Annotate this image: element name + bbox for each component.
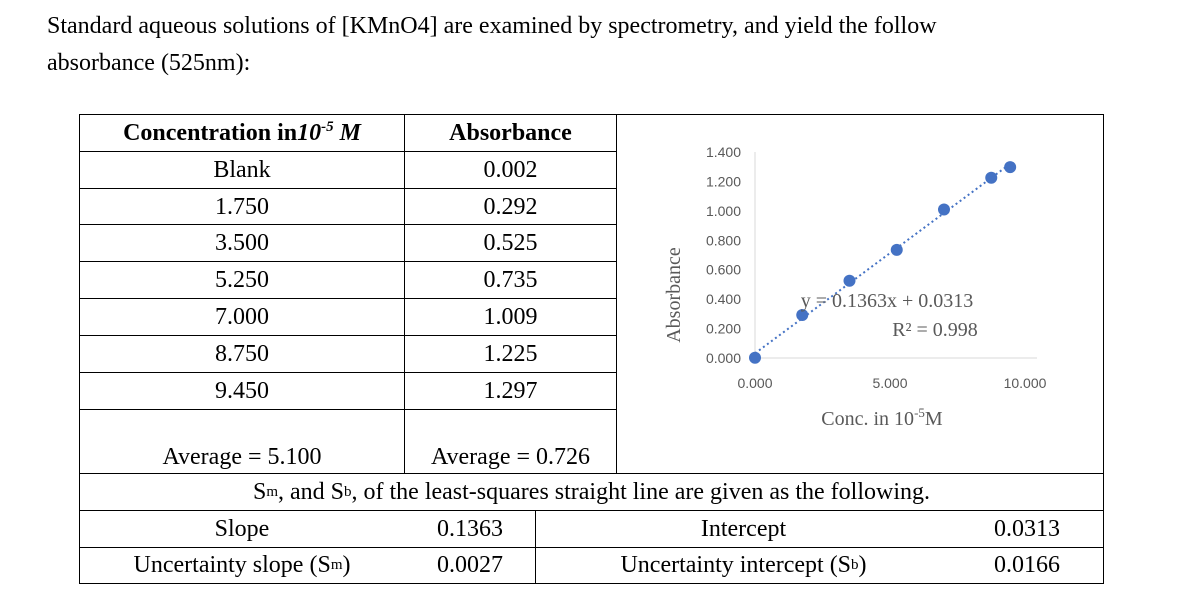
x-tick-label: 10.000	[1004, 375, 1047, 391]
y-tick-label: 0.600	[706, 262, 741, 278]
data-point	[985, 171, 998, 184]
calibration-chart: 0.000 0.200 0.400 0.600 0.800 1.000 1.200 1.400…	[663, 144, 1047, 430]
table-row-conc: 3.500	[215, 229, 269, 256]
data-point	[890, 243, 903, 256]
x-tick-label: 5.000	[872, 375, 907, 391]
table-row-abs: 1.009	[483, 303, 538, 330]
table-row-abs: 0.735	[483, 266, 538, 293]
table-row-abs: 0.525	[483, 229, 538, 256]
table-row-conc: 5.250	[215, 266, 269, 293]
table-row-conc: 1.750	[215, 193, 269, 220]
x-axis-title: Conc. in 10-5M	[821, 405, 943, 430]
y-tick-label: 1.400	[706, 144, 741, 160]
table-row-conc: 8.750	[215, 340, 269, 367]
uncertainty-slope-label: Uncertainty slope (S m)	[133, 552, 351, 578]
data-point	[749, 351, 761, 364]
y-tick-label: 1.000	[706, 203, 741, 219]
table-row-abs: 0.002	[483, 156, 538, 183]
y-tick-label: 0.800	[706, 232, 741, 248]
intercept-value: 0.0313	[994, 515, 1060, 542]
slope-value: 0.1363	[437, 515, 503, 542]
table-row-abs: 0.292	[483, 193, 538, 220]
data-point	[1004, 161, 1017, 174]
data-point	[796, 309, 809, 322]
y-tick-label: 0.400	[706, 291, 741, 307]
intro-line-2: absorbance (525nm):	[47, 50, 251, 76]
intro-paragraph: Standard aqueous solutions of [KMnO4] ar…	[47, 8, 1152, 82]
intercept-label: Intercept	[700, 515, 787, 542]
x-axis-ticks: 0.000 5.000 10.000	[737, 375, 1046, 391]
y-tick-label: 1.200	[706, 173, 741, 189]
table-row-abs: 1.297	[483, 377, 538, 404]
uncertainty-intercept-value: 0.0166	[994, 552, 1060, 578]
table-row-conc: 9.450	[215, 377, 269, 404]
header-concentration: Concentration in 10-5 M	[123, 119, 361, 146]
y-axis-ticks: 0.000 0.200 0.400 0.600 0.800 1.000 1.200 1.400	[706, 144, 741, 366]
y-tick-label: 0.000	[706, 350, 741, 366]
data-point	[938, 203, 950, 216]
uncertainty-intercept-label: Uncertainty intercept (S b)	[620, 552, 867, 578]
y-tick-label: 0.200	[706, 321, 741, 337]
uncertainty-slope-value: 0.0027	[437, 552, 503, 578]
x-tick-label: 0.000	[737, 375, 772, 391]
table-row-conc: Blank	[213, 156, 271, 183]
data-points	[749, 161, 1017, 364]
trendline-equation: y = 0.1363x + 0.0313	[801, 290, 974, 312]
table-row-conc: 7.000	[215, 303, 269, 330]
average-concentration: Average = 5.100	[162, 443, 322, 470]
average-absorbance: Average = 0.726	[430, 443, 591, 470]
r-squared-label: R² = 0.998	[892, 319, 978, 341]
data-point	[843, 274, 856, 287]
table-row-abs: 1.225	[483, 340, 538, 367]
y-axis-title: Absorbance	[663, 247, 685, 343]
slope-label: Slope	[214, 515, 270, 542]
header-absorbance: Absorbance	[449, 119, 572, 146]
intro-line-1: Standard aqueous solutions of [KMnO4] ar…	[47, 13, 937, 39]
